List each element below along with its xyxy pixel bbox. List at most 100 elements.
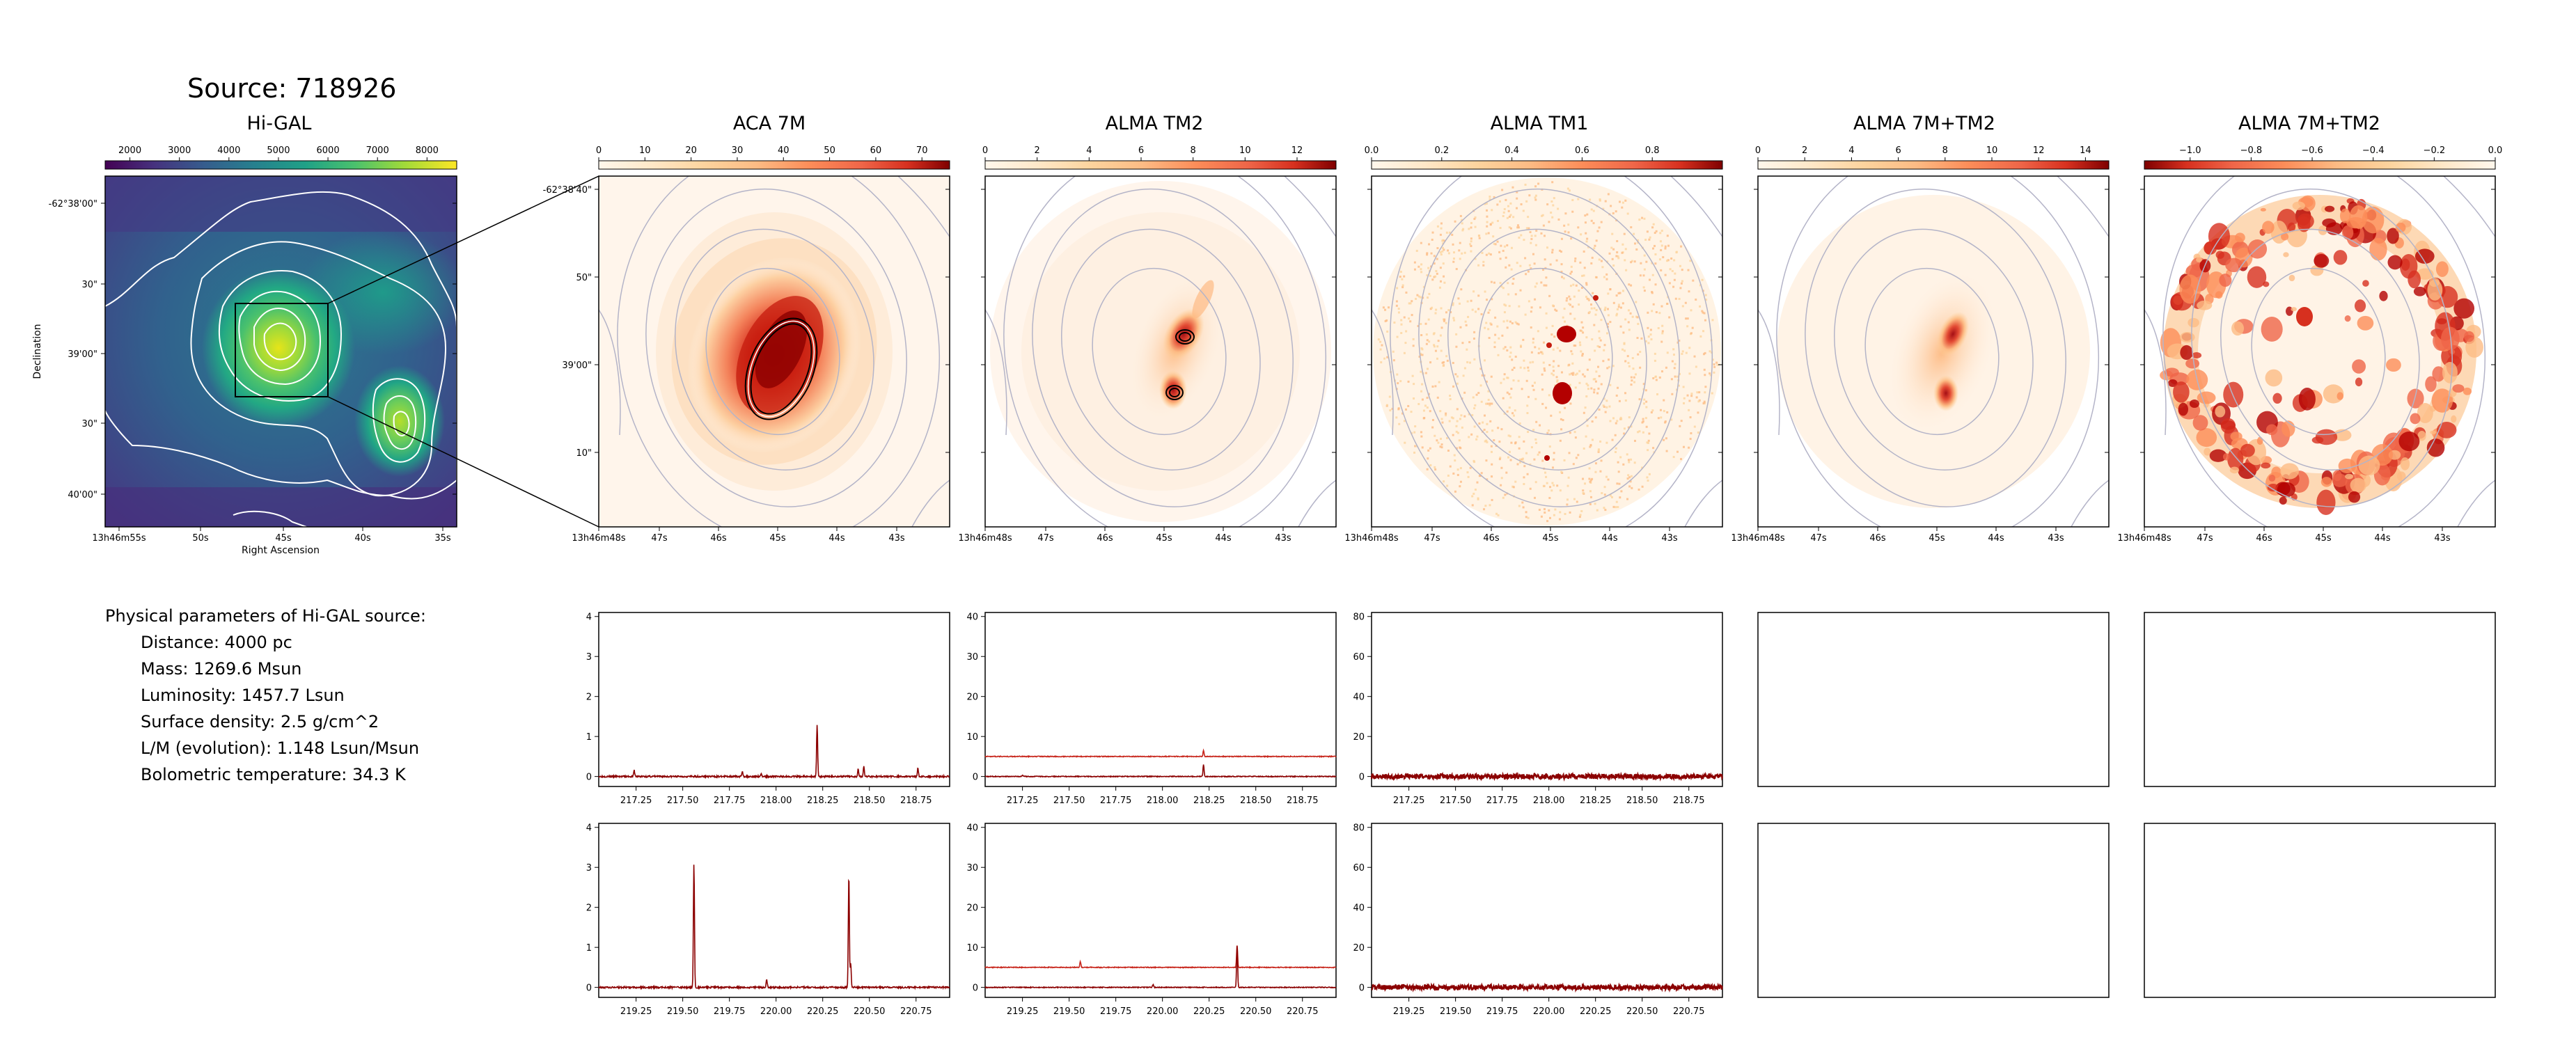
- tm1-noise-pixel: [1568, 295, 1571, 298]
- tm1-noise-pixel: [1436, 357, 1438, 360]
- tm1-noise-pixel: [1525, 200, 1528, 203]
- tm1-cbar-tick-label: 0.4: [1505, 145, 1519, 156]
- tm1-ra-tick-label: 47s: [1424, 533, 1440, 544]
- tm1-noise-pixel: [1590, 387, 1593, 390]
- tm1-noise-pixel: [1553, 514, 1555, 516]
- higal-dec-tick-label: 39'00": [68, 349, 97, 360]
- tm1-noise-pixel: [1506, 410, 1509, 413]
- tm1-noise-pixel: [1419, 352, 1422, 355]
- tm1-noise-pixel: [1666, 351, 1669, 354]
- spectrum-tm2-row1-y-tick-label: 40: [966, 612, 978, 623]
- tm1-noise-pixel: [1590, 208, 1593, 211]
- tm1-noise-pixel: [1654, 262, 1657, 265]
- tm1-noise-pixel: [1441, 421, 1444, 424]
- tm1-noise-pixel: [1521, 501, 1524, 504]
- ring-artifact: [2386, 358, 2401, 372]
- tm1-noise-pixel: [1626, 477, 1629, 480]
- tm1-noise-pixel: [1509, 351, 1512, 354]
- tm1-noise-pixel: [1643, 398, 1646, 401]
- tm1-noise-pixel: [1549, 486, 1552, 489]
- tm1-noise-pixel: [1425, 342, 1428, 345]
- tm1-noise-pixel: [1426, 274, 1429, 277]
- tm1-noise-pixel: [1670, 257, 1673, 260]
- tm1-noise-pixel: [1673, 367, 1676, 370]
- spectrum-aca7m-row1-y-tick-label: 0: [586, 773, 592, 783]
- tm1-noise-pixel: [1676, 341, 1679, 344]
- tm1-noise-pixel: [1494, 243, 1497, 246]
- tm1-noise-pixel: [1623, 342, 1626, 345]
- tm1-noise-pixel: [1693, 355, 1696, 358]
- tm1-noise-pixel: [1593, 247, 1596, 250]
- tm1-noise-pixel: [1525, 516, 1527, 519]
- tm1-noise-pixel: [1709, 372, 1711, 375]
- zoom-contour: [1390, 176, 1713, 527]
- tm1-noise-pixel: [1411, 314, 1413, 317]
- tm1-frame: [1371, 175, 1723, 528]
- tm1-noise-pixel: [1584, 214, 1587, 217]
- tm1-noise-pixel: [1607, 292, 1610, 295]
- tm1-noise-pixel: [1586, 425, 1589, 427]
- tm1-noise-pixel: [1401, 284, 1404, 287]
- tm1-noise-pixel: [1594, 378, 1596, 381]
- zoom-contour: [1670, 176, 1722, 237]
- tm1-noise-pixel: [1542, 361, 1545, 364]
- tm1-noise-pixel: [1445, 412, 1447, 415]
- tm1-noise-pixel: [1549, 263, 1552, 266]
- tm2-cbar-tick-label: 0: [982, 145, 988, 156]
- tm1-noise-pixel: [1537, 330, 1539, 333]
- tm1-noise-pixel: [1548, 221, 1550, 223]
- tm1-noise-pixel: [1578, 303, 1580, 306]
- ring-artifact: [2231, 321, 2245, 336]
- aca7m-cbar-tick-label: 20: [685, 145, 697, 156]
- tm1-noise-pixel: [1507, 209, 1510, 212]
- tm1-noise-pixel: [1682, 386, 1685, 388]
- tm1-noise-pixel: [1546, 520, 1549, 523]
- tm1-noise-pixel: [1627, 474, 1630, 477]
- tm1-noise-pixel: [1623, 432, 1626, 435]
- tm1-noise-pixel: [1596, 230, 1599, 232]
- tm1-noise-pixel: [1621, 201, 1624, 204]
- ring-artifact: [2342, 225, 2354, 240]
- tm1-noise-pixel: [1529, 463, 1532, 466]
- tm1-noise-pixel: [1615, 422, 1617, 425]
- tm1-noise-pixel: [1713, 371, 1715, 374]
- tm1-noise-pixel: [1533, 458, 1536, 461]
- tm1-noise-pixel: [1556, 484, 1559, 487]
- zoom-contour: [2071, 480, 2109, 527]
- tm1-noise-pixel: [1489, 504, 1491, 507]
- tm1-noise-pixel: [1704, 294, 1707, 296]
- tm1-noise-pixel: [1641, 421, 1644, 424]
- tm1-noise-pixel: [1525, 227, 1528, 230]
- tm1-noise-pixel: [1448, 420, 1451, 422]
- higal-title: Hi-GAL: [246, 113, 312, 134]
- tm1-noise-pixel: [1624, 349, 1626, 352]
- spectrum-aca7m-row1-x-tick-label: 218.50: [854, 796, 886, 806]
- tm1-noise-pixel: [1678, 297, 1681, 300]
- tm1-noise-pixel: [1589, 503, 1592, 505]
- tm1-noise-pixel: [1585, 282, 1588, 285]
- tm1-noise-pixel: [1549, 516, 1552, 519]
- tm1-noise-pixel: [1543, 367, 1546, 370]
- tm1-noise-pixel: [1554, 384, 1557, 387]
- tm1-noise-pixel: [1558, 518, 1561, 521]
- tm1-noise-pixel: [1440, 307, 1443, 310]
- ring-artifact: [2452, 384, 2465, 393]
- tm1-noise-pixel: [1518, 305, 1521, 308]
- tm1-noise-pixel: [1439, 437, 1442, 440]
- tm1-noise-pixel: [1661, 332, 1664, 335]
- tm1-noise-pixel: [1649, 236, 1651, 239]
- tm1-noise-pixel: [1680, 420, 1683, 422]
- tm1-noise-pixel: [1556, 379, 1559, 382]
- tm1-noise-pixel: [1533, 262, 1536, 265]
- spectrum-tm1-row2-x-tick-label: 220.50: [1626, 1006, 1658, 1017]
- tm1-noise-pixel: [1413, 383, 1415, 386]
- tm1-noise-pixel: [1638, 430, 1641, 433]
- tm1-noise-pixel: [1514, 442, 1516, 445]
- tm1-noise-pixel: [1399, 380, 1402, 383]
- tm1-noise-pixel: [1431, 231, 1434, 234]
- tm1-noise-pixel: [1529, 487, 1532, 490]
- tm1-noise-pixel: [1517, 379, 1520, 382]
- tm1-noise-pixel: [1443, 239, 1446, 242]
- tm2-core-markers: [1165, 329, 1195, 400]
- 7mtm2-cbar-tick-label: 0: [1755, 145, 1761, 156]
